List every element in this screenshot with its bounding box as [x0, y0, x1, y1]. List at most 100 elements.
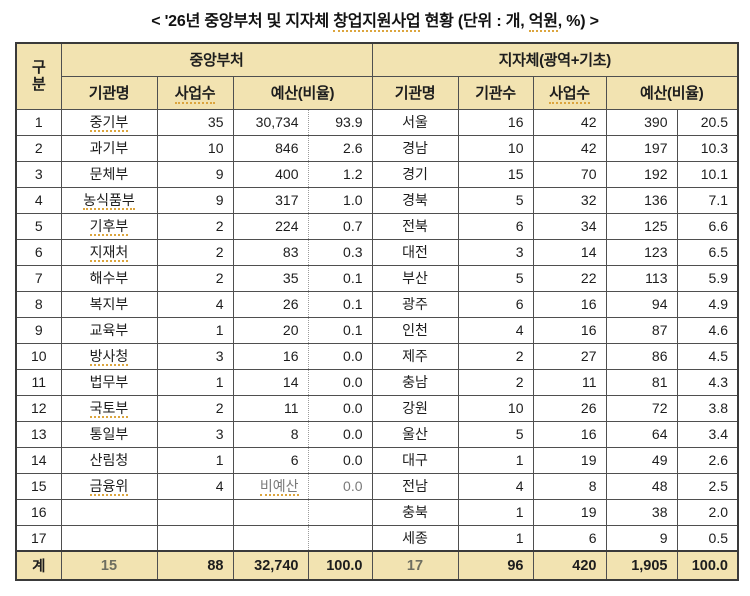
cell-ministry-ratio: [307, 524, 373, 552]
cell-ministry-budget: 30,734: [232, 108, 309, 136]
cell-row-number: 17: [15, 524, 62, 552]
header-row-groups: 구 분 중앙부처 지자체(광역+기초): [15, 42, 739, 110]
table-row: 17 세종 1 6 9 0.5: [15, 524, 739, 552]
cell-row-number: 8: [15, 290, 62, 318]
cell-region-budget: 136: [605, 186, 678, 214]
cell-ministry-ratio: 0.0: [307, 342, 373, 370]
cell-ministry-budget: 83: [232, 238, 309, 266]
cell-region-org-count: 2: [457, 342, 534, 370]
cell-ministry-name: 국토부: [60, 394, 158, 422]
total-central-orgs: 15: [60, 550, 158, 581]
cell-ministry-ratio: 0.1: [307, 264, 373, 292]
cell-region-projects: 32: [532, 186, 607, 214]
cell-ministry-name: 과기부: [60, 134, 158, 162]
cell-region-org-count: 1: [457, 446, 534, 474]
cell-row-number: 2: [15, 134, 62, 162]
cell-ministry-name: [60, 524, 158, 552]
cell-ministry-ratio: 2.6: [307, 134, 373, 162]
cell-ministry-budget: 400: [232, 160, 309, 188]
cell-region-ratio: 6.5: [676, 238, 739, 266]
cell-region-budget: 113: [605, 264, 678, 292]
header-gubun-top: 구: [31, 59, 46, 76]
cell-ministry-projects: 9: [156, 186, 234, 214]
cell-region-name: 부산: [371, 264, 459, 292]
cell-ministry-name: 문체부: [60, 160, 158, 188]
header-gubun-bottom: 분: [31, 76, 46, 94]
cell-ministry-ratio: 1.2: [307, 160, 373, 188]
cell-region-ratio: 4.5: [676, 342, 739, 370]
cell-region-name: 울산: [371, 420, 459, 448]
cell-region-name: 경남: [371, 134, 459, 162]
cell-region-ratio: 4.9: [676, 290, 739, 318]
cell-region-org-count: 6: [457, 212, 534, 240]
cell-region-ratio: 4.6: [676, 316, 739, 344]
cell-ministry-ratio: 0.0: [307, 394, 373, 422]
cell-ministry-projects: 4: [156, 472, 234, 500]
cell-region-projects: 16: [532, 316, 607, 344]
startup-support-table: 구 분 중앙부처 지자체(광역+기초) 기관명 사업수 예산(비율) 기관명 기…: [15, 42, 739, 581]
cell-region-budget: 390: [605, 108, 678, 136]
cell-region-name: 서울: [371, 108, 459, 136]
cell-region-projects: 8: [532, 472, 607, 500]
cell-region-budget: 125: [605, 212, 678, 240]
cell-ministry-projects: 10: [156, 134, 234, 162]
cell-region-projects: 42: [532, 134, 607, 162]
header-local-org-count: 기관수: [457, 75, 534, 110]
cell-row-number: 6: [15, 238, 62, 266]
cell-region-projects: 27: [532, 342, 607, 370]
cell-ministry-projects: 2: [156, 238, 234, 266]
total-local-projects: 96: [457, 550, 534, 581]
cell-ministry-ratio: 0.1: [307, 316, 373, 344]
cell-region-projects: 26: [532, 394, 607, 422]
cell-region-name: 대전: [371, 238, 459, 266]
cell-ministry-name: 지재처: [60, 238, 158, 266]
cell-region-org-count: 16: [457, 108, 534, 136]
cell-ministry-budget: 317: [232, 186, 309, 214]
cell-ministry-budget: 35: [232, 264, 309, 292]
table-row: 11 법무부 1 14 0.0 충남 2 11 81 4.3: [15, 368, 739, 396]
cell-ministry-ratio: 0.0: [307, 446, 373, 474]
cell-region-org-count: 1: [457, 524, 534, 552]
total-central-budget: 32,740: [232, 550, 309, 581]
table-row: 5 기후부 2 224 0.7 전북 6 34 125 6.6: [15, 212, 739, 240]
cell-ministry-budget: 20: [232, 316, 309, 344]
cell-region-ratio: 2.0: [676, 498, 739, 526]
cell-ministry-budget: 26: [232, 290, 309, 318]
total-local-budget: 1,905: [605, 550, 678, 581]
cell-region-ratio: 2.6: [676, 446, 739, 474]
cell-ministry-name: 농식품부: [60, 186, 158, 214]
cell-region-org-count: 2: [457, 368, 534, 396]
table-row: 9 교육부 1 20 0.1 인천 4 16 87 4.6: [15, 316, 739, 344]
cell-region-org-count: 6: [457, 290, 534, 318]
cell-ministry-projects: 1: [156, 316, 234, 344]
table-row: 15 금융위 4 비예산 0.0 전남 4 8 48 2.5: [15, 472, 739, 500]
total-central-projects: 88: [156, 550, 234, 581]
cell-ministry-budget: 비예산: [232, 472, 309, 500]
cell-ministry-ratio: 1.0: [307, 186, 373, 214]
cell-ministry-ratio: 0.3: [307, 238, 373, 266]
cell-region-projects: 22: [532, 264, 607, 292]
table-row: 2 과기부 10 846 2.6 경남 10 42 197 10.3: [15, 134, 739, 162]
cell-region-name: 강원: [371, 394, 459, 422]
header-local-org-name: 기관명: [371, 75, 459, 110]
cell-ministry-ratio: 0.1: [307, 290, 373, 318]
header-row-columns: 기관명 사업수 예산(비율) 기관명 기관수 사업수 예산(비율): [16, 75, 739, 110]
table-row: 10 방사청 3 16 0.0 제주 2 27 86 4.5: [15, 342, 739, 370]
cell-region-ratio: 2.5: [676, 472, 739, 500]
cell-region-ratio: 6.6: [676, 212, 739, 240]
table-row: 6 지재처 2 83 0.3 대전 3 14 123 6.5: [15, 238, 739, 266]
cell-region-budget: 9: [605, 524, 678, 552]
cell-ministry-projects: 9: [156, 160, 234, 188]
cell-ministry-projects: [156, 524, 234, 552]
cell-region-projects: 42: [532, 108, 607, 136]
cell-region-budget: 87: [605, 316, 678, 344]
cell-region-budget: 123: [605, 238, 678, 266]
cell-ministry-projects: 2: [156, 394, 234, 422]
header-central-biz-count: 사업수: [156, 75, 234, 110]
cell-region-budget: 49: [605, 446, 678, 474]
cell-region-ratio: 10.1: [676, 160, 739, 188]
total-row: 계 15 88 32,740 100.0 17 96 420 1,905 100…: [15, 550, 739, 581]
cell-row-number: 13: [15, 420, 62, 448]
title-part: , %) >: [557, 13, 599, 30]
cell-row-number: 7: [15, 264, 62, 292]
